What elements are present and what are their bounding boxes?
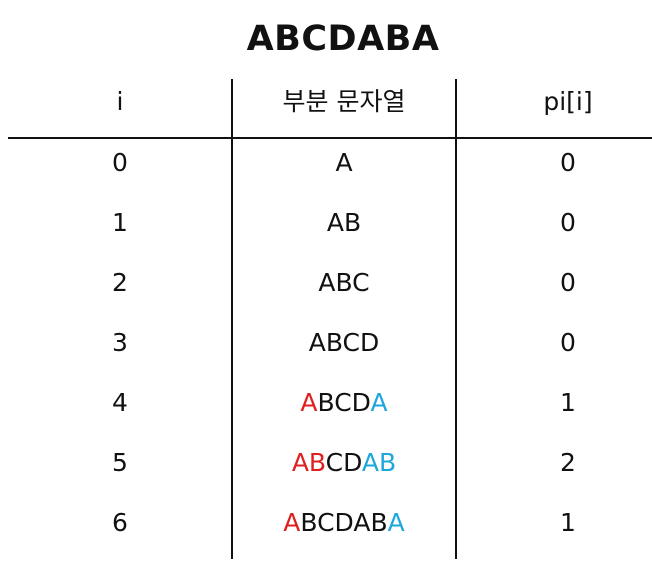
suffix-match-segment: A [387, 508, 405, 537]
pi-cell: 2 [560, 448, 576, 477]
substring-cell: ABCDABA [232, 505, 456, 541]
substring-segment: ABC [318, 268, 370, 297]
substring-cell: A [232, 145, 456, 181]
substring-segment: BCD [317, 388, 371, 417]
substring-segment: ABCD [308, 328, 380, 357]
suffix-match-segment: AB [361, 448, 397, 477]
index-cell: 6 [112, 508, 128, 537]
substring-segment: A [335, 148, 353, 177]
pi-cell: 1 [560, 388, 576, 417]
table-title: ABCDABA [246, 19, 440, 59]
column-divider-left [231, 79, 233, 559]
substring-cell: ABC [232, 265, 456, 301]
suffix-match-segment: A [370, 388, 388, 417]
prefix-match-segment: AB [291, 448, 326, 477]
substring-cell: AB [232, 205, 456, 241]
substring-cell: ABCDA [232, 385, 456, 421]
pi-cell: 0 [560, 148, 576, 177]
index-cell: 2 [112, 268, 128, 297]
index-cell: 0 [112, 148, 128, 177]
header-pi: pi[i] [543, 87, 593, 116]
pi-cell: 0 [560, 328, 576, 357]
substring-cell: ABCD [232, 325, 456, 361]
substring-segment: CD [325, 448, 362, 477]
header-substring: 부분 문자열 [282, 87, 406, 116]
substring-segment: BCDAB [300, 508, 388, 537]
pi-cell: 0 [560, 268, 576, 297]
prefix-match-segment: A [300, 388, 318, 417]
substring-segment: AB [326, 208, 362, 237]
pi-cell: 1 [560, 508, 576, 537]
index-cell: 4 [112, 388, 128, 417]
header-divider [8, 137, 652, 139]
index-cell: 3 [112, 328, 128, 357]
substring-cell: ABCDAB [232, 445, 456, 481]
header-i: i [116, 87, 124, 116]
column-divider-right [455, 79, 457, 559]
index-cell: 5 [112, 448, 128, 477]
pi-cell: 0 [560, 208, 576, 237]
index-cell: 1 [112, 208, 128, 237]
prefix-match-segment: A [283, 508, 301, 537]
